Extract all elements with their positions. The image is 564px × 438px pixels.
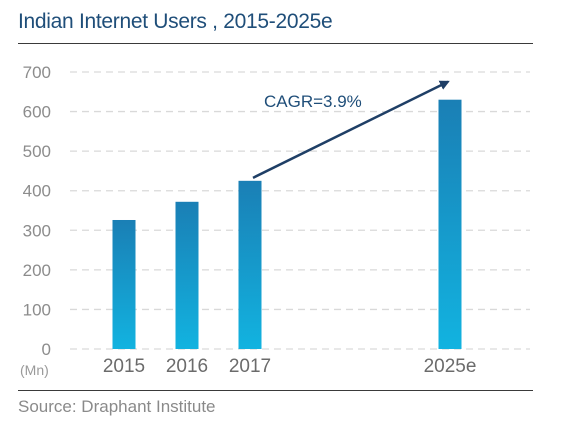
bar-2015	[112, 219, 136, 349]
y-tick-600: 600	[23, 103, 51, 122]
bars	[112, 99, 462, 349]
x-axis-ticks: 2015 2016 2017 2025e	[103, 356, 477, 377]
y-tick-700: 700	[23, 63, 51, 82]
cagr-arrow	[252, 80, 450, 179]
y-tick-300: 300	[23, 221, 51, 240]
x-tick-2025e: 2025e	[424, 356, 477, 377]
x-tick-2015: 2015	[103, 356, 145, 377]
cagr-annotation: CAGR=3.9%	[264, 92, 362, 111]
footer-divider	[18, 390, 533, 391]
y-tick-500: 500	[23, 142, 51, 161]
grid-lines	[70, 71, 530, 350]
chart-title: Indian Internet Users , 2015-2025e	[18, 10, 333, 33]
x-tick-2016: 2016	[166, 356, 208, 377]
bar-2016	[175, 201, 199, 349]
x-tick-2017: 2017	[229, 356, 271, 377]
y-tick-0: 0	[42, 340, 51, 359]
y-tick-100: 100	[23, 300, 51, 319]
y-tick-200: 200	[23, 261, 51, 280]
y-tick-400: 400	[23, 182, 51, 201]
y-axis-ticks: 0 100 200 300 400 500 600 700	[23, 63, 51, 359]
bar-2017	[238, 180, 262, 349]
title-divider	[18, 43, 533, 44]
source-note: Source: Draphant Institute	[18, 397, 216, 416]
bar-2025e	[438, 99, 462, 349]
y-unit-label: (Mn)	[20, 362, 49, 378]
